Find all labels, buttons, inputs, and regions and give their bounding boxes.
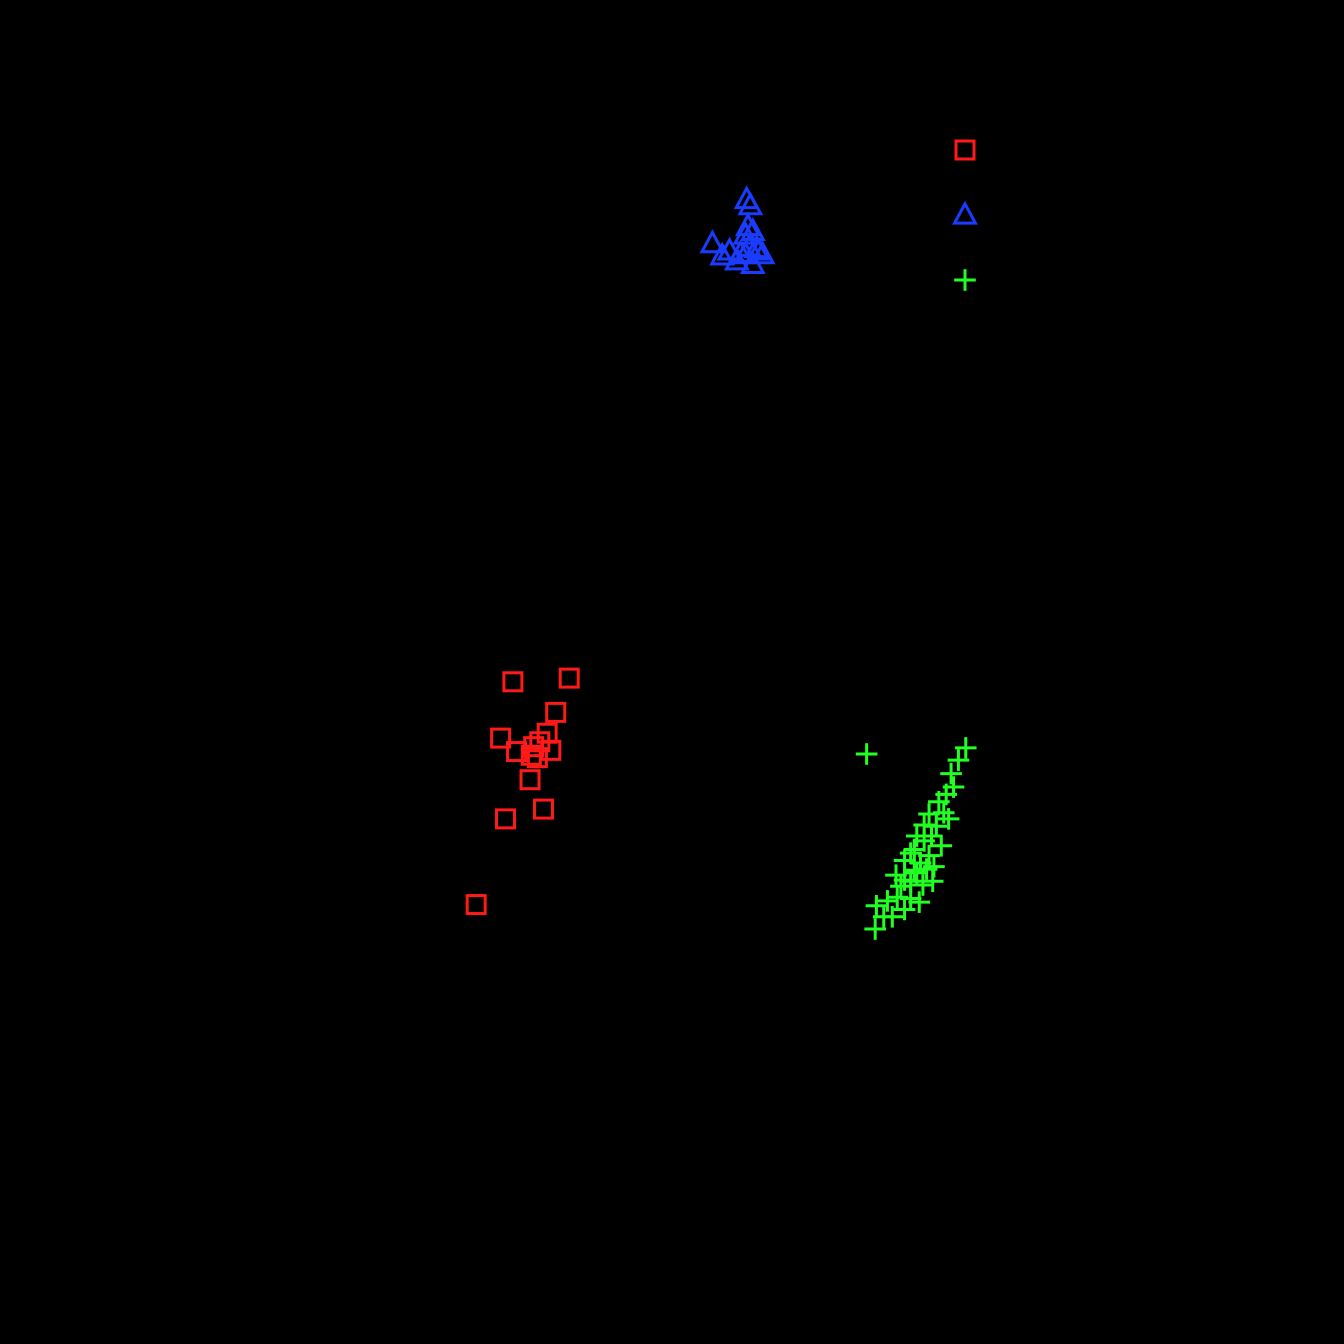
- legend-blue-triangles-icon: [955, 204, 976, 223]
- point-red-squares: [467, 896, 485, 914]
- series-blue-triangles: [702, 188, 773, 272]
- point-green-plus: [856, 743, 878, 765]
- legend: [954, 141, 976, 291]
- legend-green-plus-icon: [954, 269, 976, 291]
- series-green-plus: [856, 737, 977, 940]
- point-blue-triangles: [736, 188, 757, 207]
- point-red-squares: [534, 800, 552, 818]
- point-red-squares: [521, 771, 539, 789]
- point-red-squares: [497, 810, 515, 828]
- series-red-squares: [467, 669, 578, 913]
- point-red-squares: [547, 703, 565, 721]
- legend-red-squares-icon: [956, 141, 974, 159]
- scatter-chart: [0, 0, 1344, 1344]
- point-red-squares: [504, 673, 522, 691]
- point-green-plus: [930, 835, 952, 857]
- point-red-squares: [560, 669, 578, 687]
